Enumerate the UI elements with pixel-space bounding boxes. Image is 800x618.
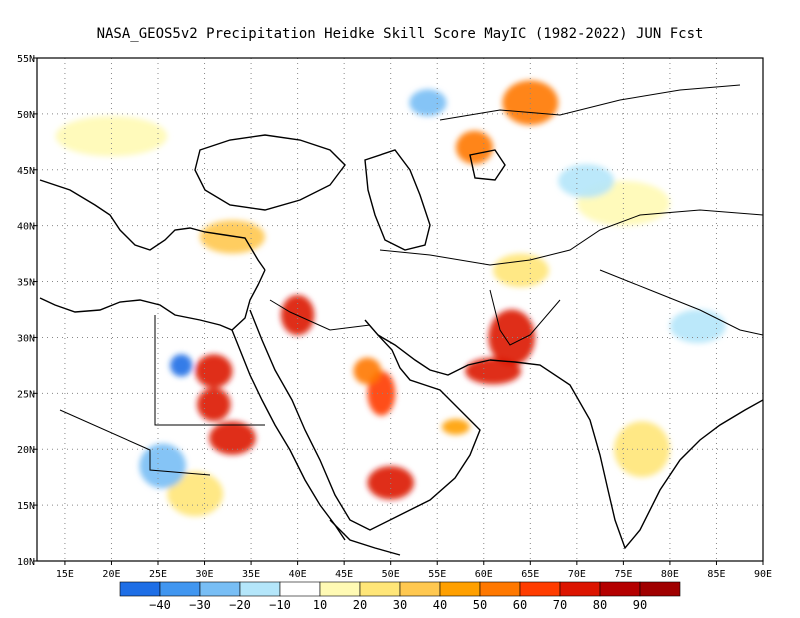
skill-region-1 [465, 357, 521, 385]
x-tick-label: 15E [56, 569, 74, 580]
colorbar-swatch [319, 581, 361, 597]
y-tick-label: 35N [17, 278, 35, 289]
coast-caspian [364, 149, 431, 251]
x-tick-label: 80E [661, 569, 679, 580]
skill-region-13 [167, 471, 224, 517]
colorbar-label: −10 [269, 598, 291, 612]
colorbar-label: −20 [229, 598, 251, 612]
coast-mediterranean-north [39, 179, 266, 271]
x-tick-label: 35E [242, 569, 260, 580]
colorbar-swatch [279, 581, 321, 597]
skill-region-16 [139, 443, 186, 489]
colorbar-label: 70 [553, 598, 567, 612]
skill-region-5 [209, 421, 256, 455]
x-tick-label: 50E [382, 569, 400, 580]
y-tick-label: 30N [17, 333, 35, 344]
skill-region-0 [488, 309, 535, 366]
skill-region-17 [170, 354, 193, 377]
colorbar-label: 30 [393, 598, 407, 612]
border-central-asia [379, 209, 763, 266]
y-tick-label: 55N [17, 54, 35, 65]
x-axis: 15E 20E 25E 30E 35E 40E 45E 50E 55E 60E 65E 70E 75E 8… [56, 561, 772, 580]
map-frame [36, 57, 764, 562]
colorbar-label: −30 [189, 598, 211, 612]
colorbar-swatch [119, 581, 161, 597]
colorbar-label: 10 [313, 598, 327, 612]
colorbar-label: 60 [513, 598, 527, 612]
skill-region-22 [558, 164, 615, 198]
colorbar-swatch [439, 581, 481, 597]
border-egypt-libya [154, 315, 265, 426]
coast-red-sea-west [231, 329, 346, 541]
colorbar-label: 50 [473, 598, 487, 612]
colorbar-label: 20 [353, 598, 367, 612]
colorbar-swatch [639, 581, 681, 597]
y-tick-label: 10N [17, 557, 35, 568]
colorbar-label: 80 [593, 598, 607, 612]
colorbar-swatch [599, 581, 641, 597]
x-tick-label: 30E [196, 569, 214, 580]
coast-arabia [249, 309, 481, 531]
y-tick-label: 40N [17, 222, 35, 233]
colorbar-label: 40 [433, 598, 447, 612]
y-tick-label: 20N [17, 445, 35, 456]
coastlines [39, 134, 763, 556]
skill-region-9 [441, 419, 470, 435]
coast-horn-africa [329, 519, 401, 556]
border-iraq-saudi [269, 299, 371, 331]
border-iran-afghan [489, 289, 561, 346]
colorbar-swatch [519, 581, 561, 597]
coast-pakistan-india [489, 359, 763, 550]
skill-region-8 [353, 357, 382, 385]
skill-region-4 [197, 387, 231, 422]
x-tick-label: 55E [428, 569, 446, 580]
x-tick-label: 60E [475, 569, 493, 580]
skill-region-11 [493, 253, 549, 288]
colorbar-label: 90 [633, 598, 647, 612]
x-tick-label: 75E [614, 569, 632, 580]
chart-title: NASA_GEOS5v2 Precipitation Heidke Skill … [96, 26, 704, 42]
colorbar: −40 −30 −20 −10 10 20 30 40 50 60 70 80 90 [119, 581, 681, 612]
skill-region-10 [199, 220, 266, 254]
colorbar-swatch [479, 581, 521, 597]
colorbar-swatch [199, 581, 241, 597]
colorbar-swatch [399, 581, 441, 597]
x-tick-label: 25E [149, 569, 167, 580]
coast-aral [469, 149, 506, 181]
y-axis: 10N 15N 20N 25N 30N 35N 40N 45N 50N 55N [17, 54, 37, 568]
x-tick-label: 20E [102, 569, 120, 580]
colorbar-swatch [559, 581, 601, 597]
coast-persian-gulf [377, 334, 491, 376]
x-tick-label: 65E [521, 569, 539, 580]
border-kazakh [439, 84, 741, 121]
gridlines [37, 58, 763, 561]
borders [59, 84, 763, 476]
colorbar-swatch [239, 581, 281, 597]
x-tick-label: 40E [289, 569, 307, 580]
border-himalaya [599, 269, 763, 336]
y-tick-label: 15N [17, 501, 35, 512]
border-sudan [59, 409, 211, 476]
colorbar-swatch [159, 581, 201, 597]
y-tick-label: 50N [17, 110, 35, 121]
x-tick-label: 90E [754, 569, 772, 580]
skill-region-21 [55, 116, 168, 157]
coast-black-sea [194, 134, 346, 211]
x-tick-label: 70E [568, 569, 586, 580]
coast-levant-africa [39, 269, 266, 331]
colorbar-swatch [359, 581, 401, 597]
skill-region-3 [195, 354, 233, 388]
colorbar-label: −40 [149, 598, 171, 612]
y-tick-label: 45N [17, 166, 35, 177]
skill-region-6 [367, 465, 414, 500]
skill-region-18 [669, 309, 726, 344]
y-tick-label: 25N [17, 389, 35, 400]
x-tick-label: 85E [707, 569, 725, 580]
skill-region-19 [409, 89, 447, 117]
skill-region-15 [455, 130, 494, 165]
x-tick-label: 45E [335, 569, 353, 580]
